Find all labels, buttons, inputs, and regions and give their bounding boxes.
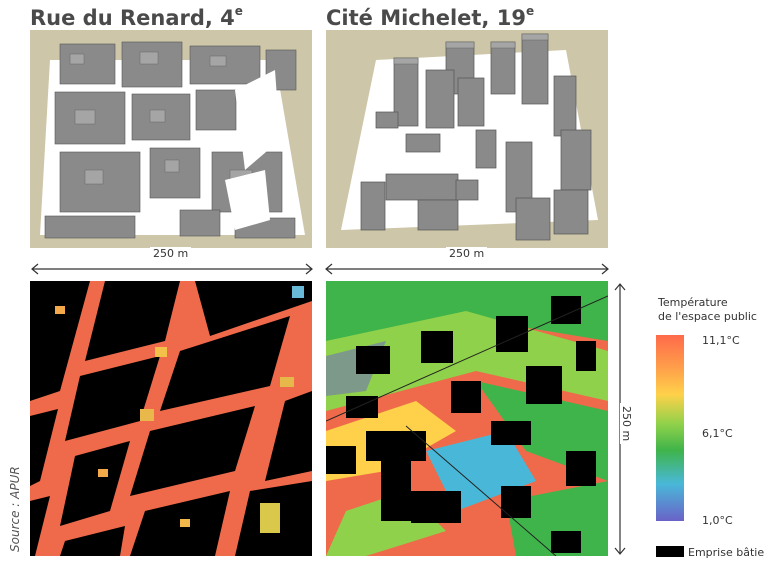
legend-title-line1: Température [658,296,728,309]
model-3d-rue-du-renard [30,30,312,248]
legend-built-swatch [656,546,684,557]
legend-built-label: Emprise bâtie [688,546,764,559]
title-right-sup: e [525,4,535,18]
legend-title-line2: de l'espace public [658,310,757,323]
model-3d-cite-michelet [326,30,608,248]
dimension-line-left [31,263,313,275]
thermal-map-rue-du-renard [30,281,312,556]
legend-label-min: 1,0°C [702,514,733,527]
title-left-text: Rue du Renard, 4 [30,6,235,30]
title-right-text: Cité Michelet, 19 [326,6,526,30]
dimension-label-left: 250 m [150,247,192,260]
title-cite-michelet: Cité Michelet, 19e [326,4,535,30]
title-rue-du-renard: Rue du Renard, 4e [30,4,243,30]
thermal-map-cite-michelet [326,281,608,556]
legend-label-max: 11,1°C [702,334,740,347]
dimension-label-vertical: 250 m [620,403,633,445]
dimension-line-right [325,263,609,275]
dimension-label-right: 250 m [446,247,488,260]
source-label: Source : APUR [8,466,22,552]
legend-color-scale [656,335,684,521]
title-left-sup: e [234,4,243,18]
legend-label-mid: 6,1°C [702,427,733,440]
